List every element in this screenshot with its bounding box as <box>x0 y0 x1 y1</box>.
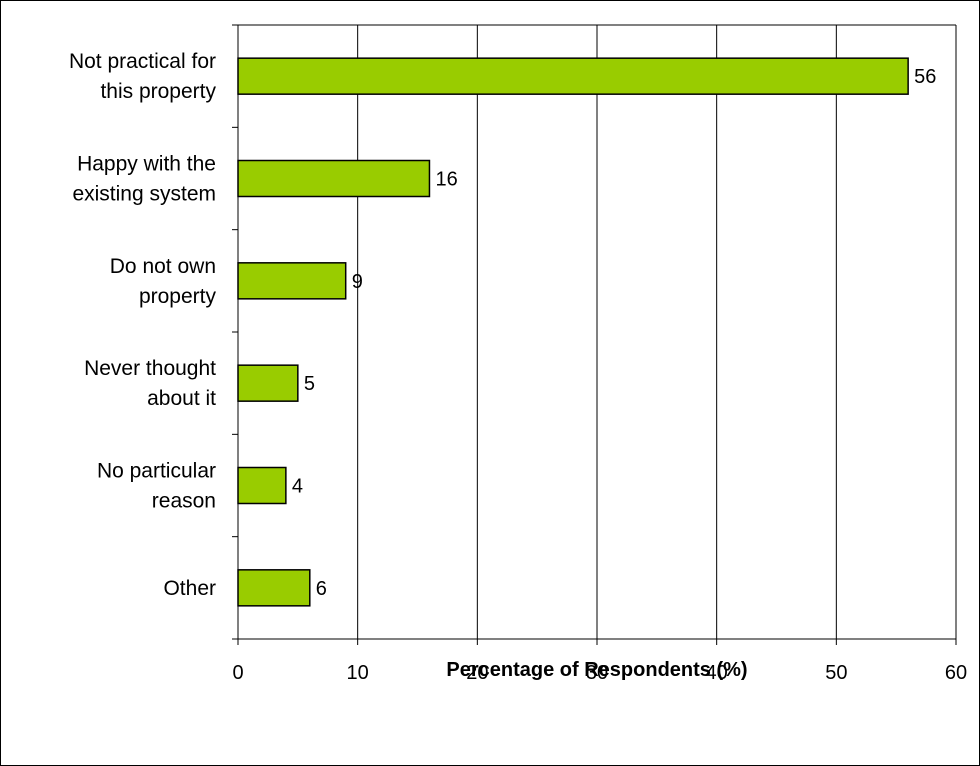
bar <box>237 57 909 95</box>
bar <box>237 466 287 505</box>
category-label: Other <box>163 577 216 600</box>
bar-value-label: 56 <box>914 66 936 88</box>
x-tick-label: 60 <box>945 662 967 684</box>
bar-value-label: 9 <box>352 271 363 293</box>
bar-value-label: 16 <box>435 169 457 191</box>
x-tick-label: 30 <box>586 662 608 684</box>
bar <box>237 364 299 402</box>
category-label: Do not own property <box>110 255 217 308</box>
category-label: Never thought about it <box>84 357 216 410</box>
category-label: Happy with the existing system <box>72 153 216 206</box>
x-tick-label: 10 <box>347 662 369 684</box>
bar <box>237 159 431 198</box>
x-tick-label: 50 <box>825 662 847 684</box>
category-label: No particular reason <box>97 460 216 513</box>
x-tick-label: 20 <box>466 662 488 684</box>
bar <box>237 262 347 300</box>
bar <box>237 569 311 607</box>
x-tick-label: 0 <box>232 662 243 684</box>
x-tick-label: 40 <box>706 662 728 684</box>
bar-value-label: 5 <box>304 373 315 395</box>
bar-value-label: 6 <box>316 578 327 600</box>
bar-value-label: 4 <box>292 476 303 498</box>
x-axis-title: Percentage of Respondents (%) <box>446 659 747 681</box>
category-label: Not practical for this property <box>69 50 217 103</box>
